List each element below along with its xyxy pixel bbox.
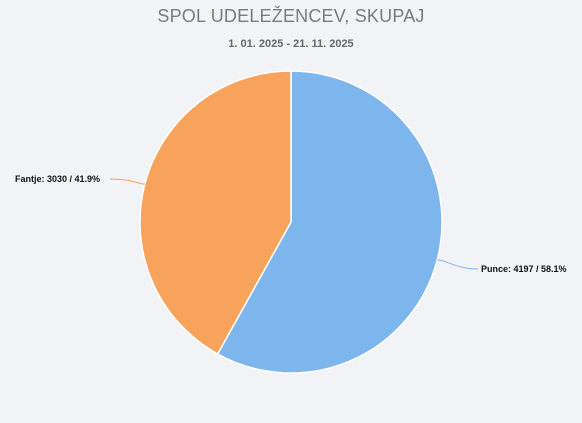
- chart-subtitle: 1. 01. 2025 - 21. 11. 2025: [228, 38, 354, 50]
- label-connector-punce: [437, 259, 479, 270]
- chart-title: SPOL UDELEŽENCEV, SKUPAJ: [157, 6, 425, 26]
- data-label-punce: Punce: 4197 / 58.1%: [481, 264, 567, 274]
- data-label-fantje: Fantje: 3030 / 41.9%: [15, 174, 100, 184]
- label-connector-fantje: [109, 178, 145, 185]
- pie-slice-fantje[interactable]: [139, 70, 292, 356]
